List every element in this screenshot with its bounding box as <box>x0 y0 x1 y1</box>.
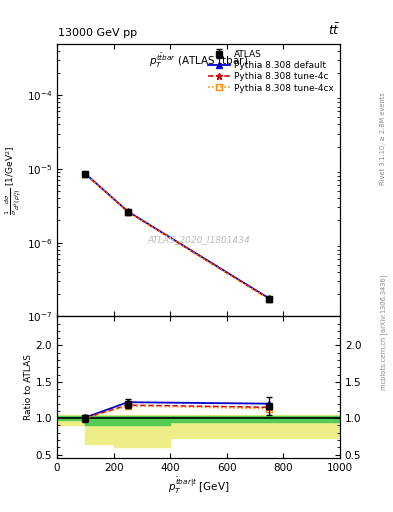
X-axis label: $p^{\bar{t}bar|t}_{T}$ [GeV]: $p^{\bar{t}bar|t}_{T}$ [GeV] <box>168 476 229 496</box>
Text: $t\bar{t}$: $t\bar{t}$ <box>328 23 340 38</box>
Text: ATLAS_2020_I1801434: ATLAS_2020_I1801434 <box>147 236 250 244</box>
Pythia 8.308 default <box>125 208 130 215</box>
Y-axis label: $\frac{1}{\sigma}\frac{d\sigma}{d^{2}(p_{T}^{t\bar{t}})}$ [1/GeV$^{2}$]: $\frac{1}{\sigma}\frac{d\sigma}{d^{2}(p_… <box>4 145 24 215</box>
Pythia 8.308 default <box>83 170 88 177</box>
Text: mcplots.cern.ch [arXiv:1306.3436]: mcplots.cern.ch [arXiv:1306.3436] <box>380 275 387 391</box>
Pythia 8.308 default <box>267 295 272 302</box>
Pythia 8.308 tune-4cx <box>267 296 272 303</box>
Legend: ATLAS, Pythia 8.308 default, Pythia 8.308 tune-4c, Pythia 8.308 tune-4cx: ATLAS, Pythia 8.308 default, Pythia 8.30… <box>206 48 336 94</box>
Pythia 8.308 tune-4c <box>83 171 88 177</box>
Line: Pythia 8.308 tune-4cx: Pythia 8.308 tune-4cx <box>83 171 272 302</box>
Line: Pythia 8.308 tune-4c: Pythia 8.308 tune-4c <box>82 170 273 303</box>
Line: Pythia 8.308 default: Pythia 8.308 default <box>83 171 272 301</box>
Pythia 8.308 tune-4cx <box>83 171 88 177</box>
Y-axis label: Ratio to ATLAS: Ratio to ATLAS <box>24 354 33 420</box>
Pythia 8.308 tune-4cx <box>125 209 130 215</box>
Text: Rivet 3.1.10, ≥ 2.8M events: Rivet 3.1.10, ≥ 2.8M events <box>380 92 386 185</box>
Text: 13000 GeV pp: 13000 GeV pp <box>58 28 137 38</box>
Text: $p_T^{t\bar{t}bar}$ (ATLAS ttbar): $p_T^{t\bar{t}bar}$ (ATLAS ttbar) <box>149 52 248 70</box>
Pythia 8.308 tune-4c <box>267 296 272 302</box>
Pythia 8.308 tune-4c <box>125 208 130 215</box>
